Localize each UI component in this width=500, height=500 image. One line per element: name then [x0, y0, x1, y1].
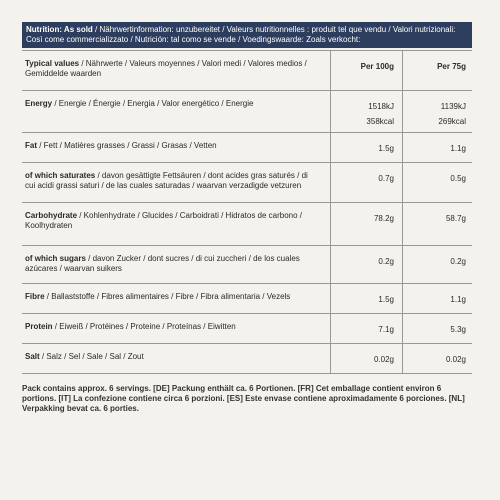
nutrient-row: Carbohydrate / Kohlenhydrate / Glucides …: [22, 203, 472, 246]
nutrient-name: Fibre: [25, 292, 45, 301]
header-bar: Nutrition: As sold / Nährwertinformation…: [22, 22, 472, 48]
column-divider: [330, 51, 331, 374]
nutrient-row: of which sugars / davon Zucker / dont su…: [22, 246, 472, 284]
column-header: Per 75g: [437, 62, 466, 71]
nutrient-label: Salt / Salz / Sel / Sale / Sal / Zout: [25, 352, 315, 362]
value: 0.5g: [450, 174, 466, 183]
nutrient-translations: / davon gesättigte Fettsäuren / dont aci…: [25, 171, 308, 190]
nutrition-table: Typical values / Nährwerte / Valeurs moy…: [22, 50, 472, 374]
column-label: Typical values / Nährwerte / Valeurs moy…: [25, 59, 315, 79]
nutrient-name: Fat: [25, 141, 37, 150]
nutrient-translations: / Eiweiß / Protéines / Proteine / Proteí…: [52, 322, 236, 331]
value: 358kcal: [366, 117, 394, 126]
nutrient-name: Energy: [25, 99, 53, 108]
value: 7.1g: [378, 325, 394, 334]
nutrient-translations: / Ballaststoffe / Fibres alimentaires / …: [44, 292, 291, 301]
nutrient-label: Carbohydrate / Kohlenhydrate / Glucides …: [25, 211, 315, 231]
footer-note: Pack contains approx. 6 servings. [DE] P…: [22, 384, 465, 413]
value-cell: 1.5g: [330, 141, 394, 156]
value: 1.5g: [378, 295, 394, 304]
value-cell: 5.3g: [402, 322, 466, 337]
value-cell: 58.7g: [402, 211, 466, 226]
value-cell: 0.5g: [402, 171, 466, 186]
column-label-text: / Nährwerte / Valeurs moyennes / Valori …: [25, 59, 307, 78]
value: 1.5g: [378, 144, 394, 153]
nutrient-label: Energy / Energie / Énergie / Energia / V…: [25, 99, 315, 109]
value-cell: 0.02g: [330, 352, 394, 367]
value: 1.1g: [450, 295, 466, 304]
nutrient-label: Fat / Fett / Matières grasses / Grassi /…: [25, 141, 315, 151]
value: 5.3g: [450, 325, 466, 334]
value: 58.7g: [445, 214, 466, 223]
value-cell: 1139kJ 269kcal: [402, 99, 466, 129]
nutrient-row: Fibre / Ballaststoffe / Fibres alimentai…: [22, 284, 472, 314]
header-bold: Nutrition: As sold: [26, 25, 93, 34]
nutrient-translations: / Energie / Énergie / Energia / Valor en…: [52, 99, 254, 108]
value-cell: 1.5g: [330, 292, 394, 307]
nutrient-translations: / Salz / Sel / Sale / Sal / Zout: [39, 352, 144, 361]
value: 0.2g: [450, 257, 466, 266]
value: 0.7g: [378, 174, 394, 183]
nutrient-name: Salt: [25, 352, 40, 361]
column-header: Per 100g: [360, 62, 394, 71]
value: 269kcal: [438, 117, 466, 126]
nutrient-translations: / Kohlenhydrate / Glucides / Carboidrati…: [25, 211, 303, 230]
value: 0.02g: [373, 355, 394, 364]
value: 78.2g: [373, 214, 394, 223]
value-cell: 1.1g: [402, 141, 466, 156]
value: 0.2g: [378, 257, 394, 266]
table-header-row: Typical values / Nährwerte / Valeurs moy…: [22, 51, 472, 91]
nutrient-row: of which saturates / davon gesättigte Fe…: [22, 163, 472, 203]
nutrient-row: Energy / Energie / Énergie / Energia / V…: [22, 91, 472, 133]
nutrient-name: of which sugars: [25, 254, 86, 263]
value: 0.02g: [445, 355, 466, 364]
value-cell: 78.2g: [330, 211, 394, 226]
nutrient-label: Fibre / Ballaststoffe / Fibres alimentai…: [25, 292, 315, 302]
nutrient-name: of which saturates: [25, 171, 96, 180]
value: 1518kJ: [368, 102, 394, 111]
value-cell: 1518kJ 358kcal: [330, 99, 394, 129]
nutrient-name: Protein: [25, 322, 53, 331]
value-cell: 0.7g: [330, 171, 394, 186]
value: 1139kJ: [440, 102, 466, 111]
nutrient-label: Protein / Eiweiß / Protéines / Proteine …: [25, 322, 315, 332]
nutrient-label: of which sugars / davon Zucker / dont su…: [25, 254, 315, 274]
header-text: / Nährwertinformation: unzubereitet / Va…: [26, 25, 456, 44]
column-label-bold: Typical values: [25, 59, 80, 68]
column-divider: [402, 51, 403, 374]
value-cell: 0.2g: [402, 254, 466, 269]
value-cell: 7.1g: [330, 322, 394, 337]
nutrient-label: of which saturates / davon gesättigte Fe…: [25, 171, 315, 191]
value: 1.1g: [450, 144, 466, 153]
nutrient-translations: / davon Zucker / dont sucres / di cui zu…: [25, 254, 300, 273]
value-cell: 0.2g: [330, 254, 394, 269]
nutrient-row: Fat / Fett / Matières grasses / Grassi /…: [22, 133, 472, 163]
nutrient-row: Salt / Salz / Sel / Sale / Sal / Zout 0.0…: [22, 344, 472, 374]
nutrient-translations: / Fett / Matières grasses / Grassi / Gra…: [37, 141, 217, 150]
value-cell: 0.02g: [402, 352, 466, 367]
nutrient-name: Carbohydrate: [25, 211, 78, 220]
value-cell: 1.1g: [402, 292, 466, 307]
nutrient-row: Protein / Eiweiß / Protéines / Proteine …: [22, 314, 472, 344]
